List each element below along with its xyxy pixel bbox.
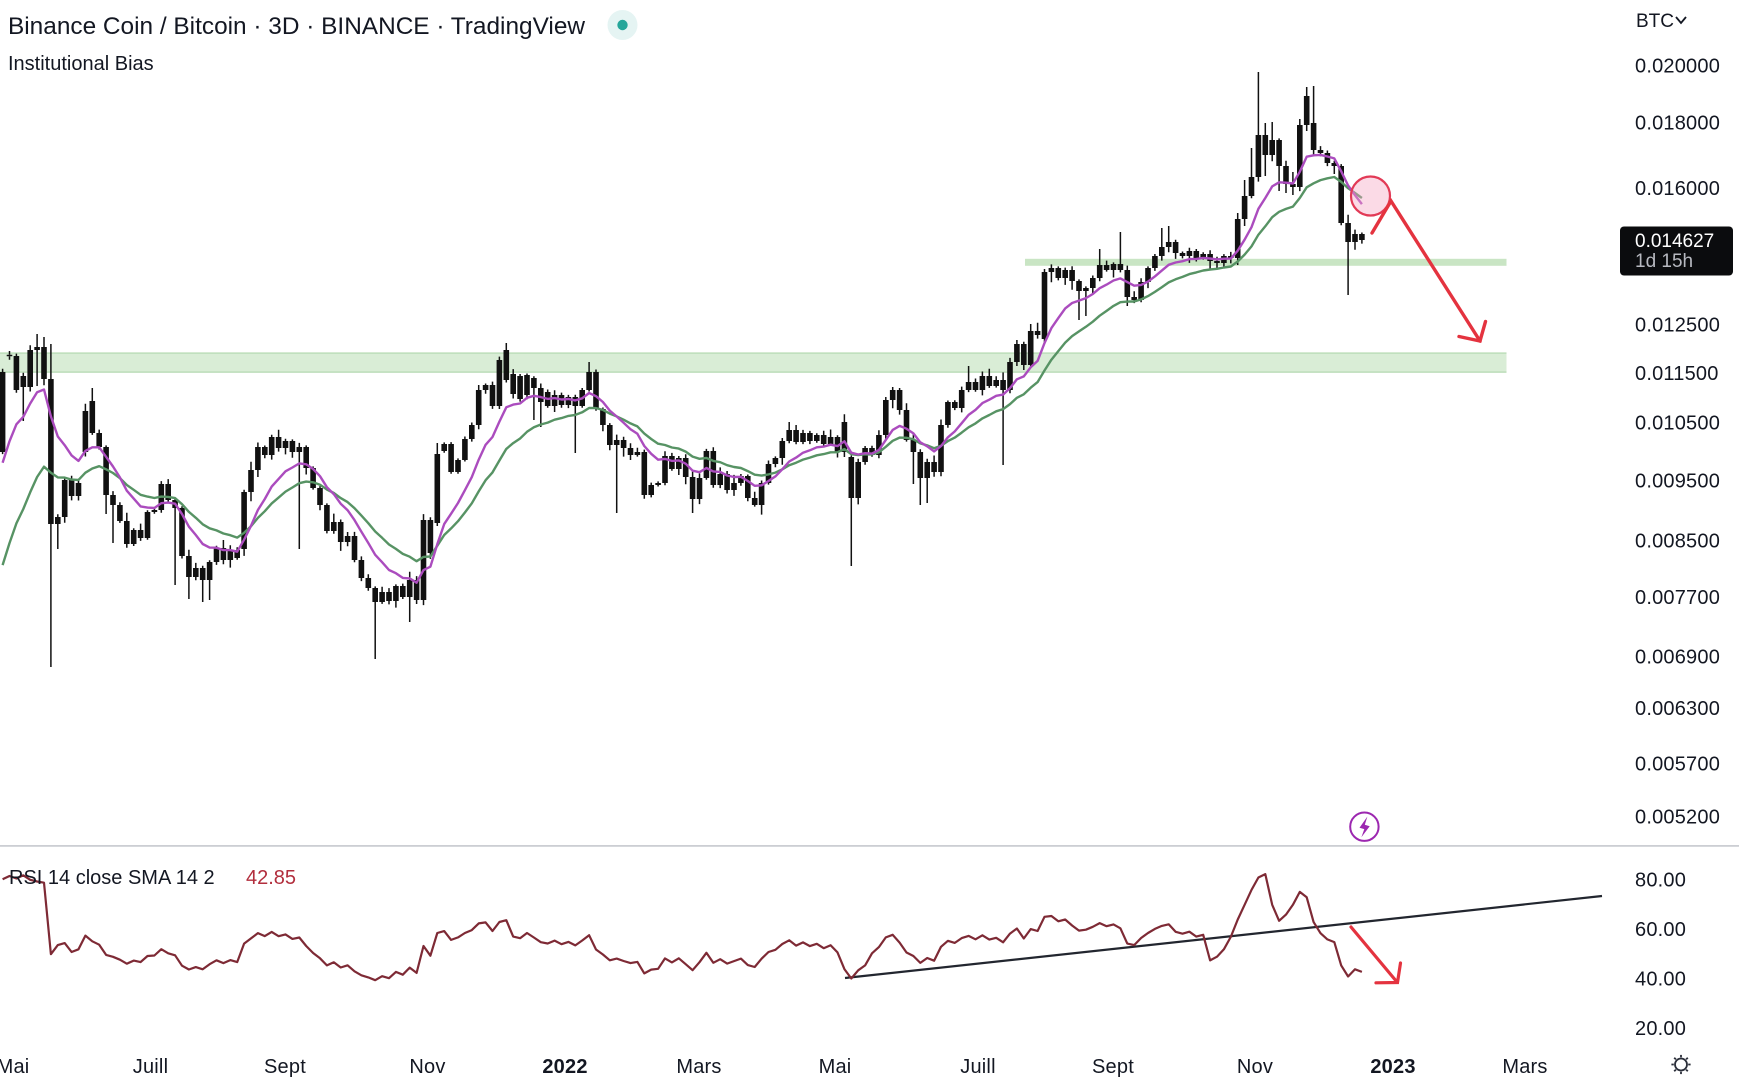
svg-text:80.00: 80.00 (1635, 870, 1686, 892)
svg-text:2022: 2022 (542, 1056, 587, 1078)
svg-text:0.010500: 0.010500 (1635, 413, 1720, 435)
svg-text:Mars: Mars (1502, 1056, 1547, 1078)
svg-text:2023: 2023 (1370, 1056, 1415, 1078)
svg-text:0.005700: 0.005700 (1635, 754, 1720, 776)
svg-text:0.016000: 0.016000 (1635, 178, 1720, 200)
svg-text:Juill: Juill (960, 1056, 995, 1078)
svg-text:0.009500: 0.009500 (1635, 471, 1720, 493)
svg-text:0.014627: 0.014627 (1635, 231, 1714, 252)
svg-text:0.006300: 0.006300 (1635, 698, 1720, 720)
svg-text:0.020000: 0.020000 (1635, 56, 1720, 78)
svg-text:Mai: Mai (0, 1056, 29, 1078)
svg-text:1d 15h: 1d 15h (1635, 251, 1693, 272)
svg-text:0.007700: 0.007700 (1635, 587, 1720, 609)
svg-text:0.011500: 0.011500 (1635, 363, 1719, 385)
svg-text:Sept: Sept (1092, 1056, 1134, 1078)
svg-text:40.00: 40.00 (1635, 969, 1686, 991)
svg-text:60.00: 60.00 (1635, 919, 1686, 941)
svg-text:BTC: BTC (1636, 11, 1674, 32)
svg-text:Nov: Nov (409, 1056, 445, 1078)
svg-text:Mars: Mars (676, 1056, 721, 1078)
svg-text:RSI 14 close SMA 14 2: RSI 14 close SMA 14 2 (9, 867, 215, 889)
svg-text:Institutional Bias: Institutional Bias (8, 53, 154, 75)
svg-text:42.85: 42.85 (246, 867, 296, 889)
svg-text:20.00: 20.00 (1635, 1018, 1686, 1040)
svg-text:Mai: Mai (819, 1056, 852, 1078)
svg-text:0.008500: 0.008500 (1635, 531, 1720, 553)
svg-text:Nov: Nov (1237, 1056, 1273, 1078)
svg-text:0.012500: 0.012500 (1635, 315, 1720, 337)
svg-text:Sept: Sept (264, 1056, 306, 1078)
svg-text:0.006900: 0.006900 (1635, 647, 1720, 669)
svg-text:Binance Coin / Bitcoin · 3D ·: Binance Coin / Bitcoin · 3D · BINANCE · … (8, 13, 585, 40)
svg-text:0.018000: 0.018000 (1635, 113, 1720, 135)
svg-text:Juill: Juill (133, 1056, 168, 1078)
svg-text:0.005200: 0.005200 (1635, 807, 1720, 829)
